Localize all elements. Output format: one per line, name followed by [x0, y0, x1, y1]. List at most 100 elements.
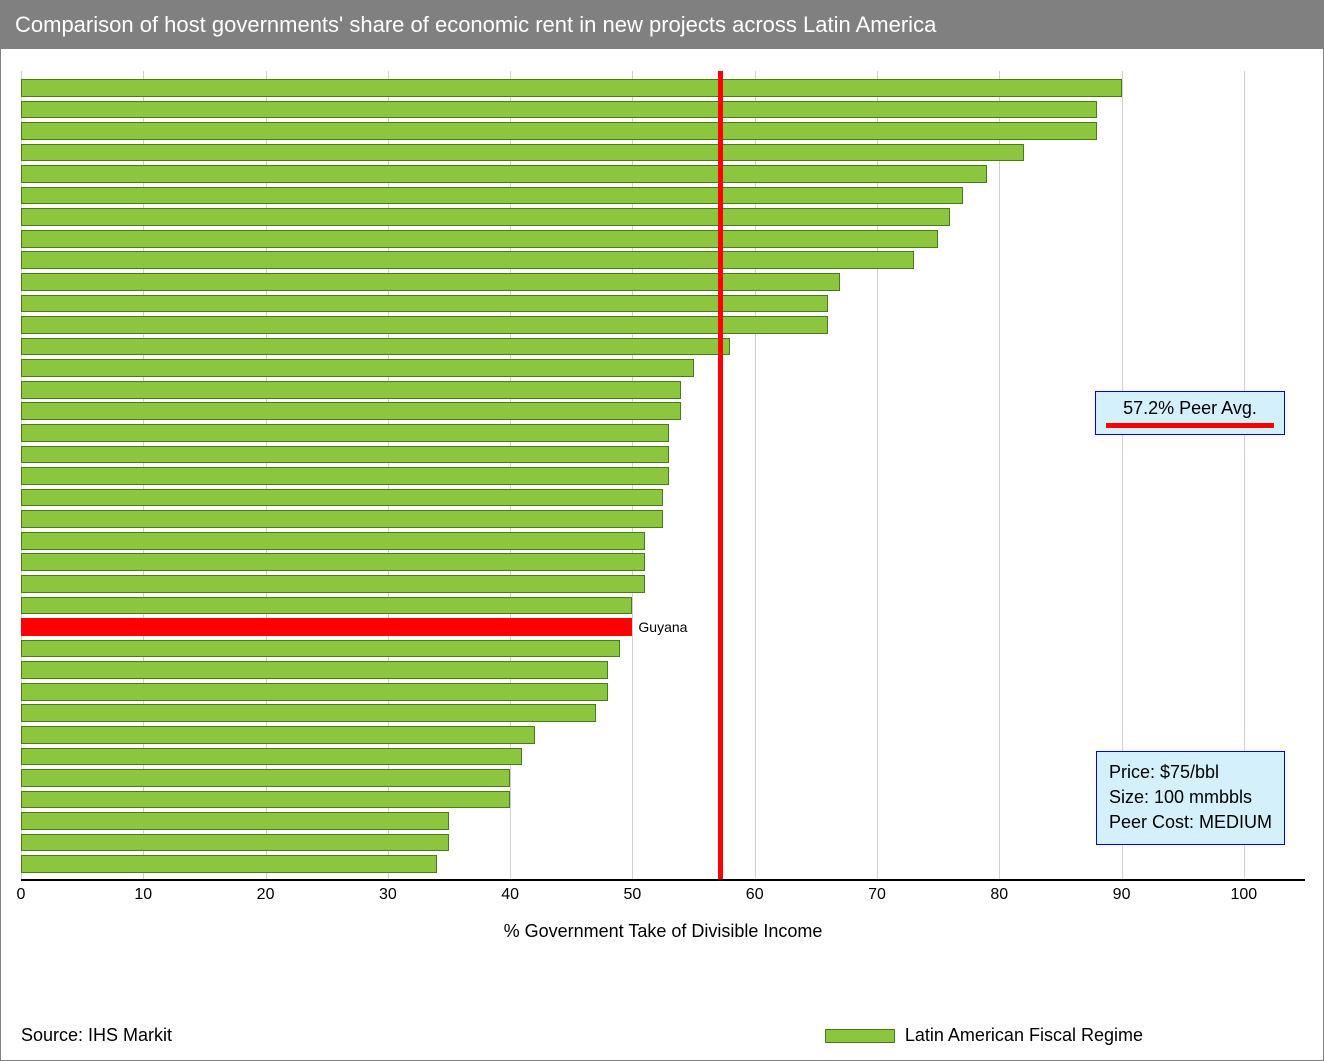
bar: [21, 187, 963, 205]
bar-row: [21, 446, 669, 464]
bar: [21, 855, 437, 873]
x-tick-label: 20: [257, 886, 275, 904]
bar-row: [21, 165, 987, 183]
x-tick-label: 80: [990, 886, 1008, 904]
bar: [21, 683, 608, 701]
assumption-line: Size: 100 mmbbls: [1109, 785, 1272, 810]
x-axis-label: % Government Take of Divisible Income: [21, 921, 1305, 942]
bar: [21, 381, 681, 399]
assumption-line: Peer Cost: MEDIUM: [1109, 810, 1272, 835]
bar: [21, 704, 596, 722]
chart-area: Guyana % Government Take of Divisible In…: [21, 71, 1305, 971]
source-attribution: Source: IHS Markit: [21, 1025, 172, 1046]
bar-row: [21, 122, 1097, 140]
bar-row: [21, 683, 608, 701]
assumption-line: Price: $75/bbl: [1109, 760, 1272, 785]
chart-title: Comparison of host governments' share of…: [15, 12, 936, 38]
peer-average-line-sample: [1106, 423, 1274, 428]
bar-highlighted: [21, 618, 632, 636]
bar: [21, 208, 950, 226]
bar: [21, 101, 1097, 119]
bar-row: [21, 640, 620, 658]
bar: [21, 79, 1122, 97]
bar: [21, 791, 510, 809]
x-tick-label: 60: [746, 886, 764, 904]
bar: [21, 467, 669, 485]
bar-row: [21, 510, 663, 528]
bar-row: [21, 101, 1097, 119]
bar-row: [21, 726, 535, 744]
bar-row: [21, 144, 1024, 162]
bar-row: [21, 532, 645, 550]
bar: [21, 144, 1024, 162]
bar-row: [21, 769, 510, 787]
bar: [21, 597, 632, 615]
bar: [21, 251, 914, 269]
bar: [21, 748, 522, 766]
bar: [21, 295, 828, 313]
bar-row: [21, 359, 694, 377]
assumptions-callout: Price: $75/bbl Size: 100 mmbbls Peer Cos…: [1096, 751, 1285, 845]
bar: [21, 661, 608, 679]
bar-label: Guyana: [638, 619, 687, 635]
bar: [21, 316, 828, 334]
bar-row: [21, 597, 632, 615]
bar-row: [21, 251, 914, 269]
bar-row: [21, 748, 522, 766]
reference-line: [718, 71, 723, 879]
bar: [21, 640, 620, 658]
x-tick-label: 100: [1230, 886, 1257, 904]
bar: [21, 553, 645, 571]
bar: [21, 489, 663, 507]
bar-row: [21, 316, 828, 334]
bar: [21, 165, 987, 183]
bar: [21, 230, 938, 248]
legend-swatch: [825, 1029, 895, 1043]
x-tick-label: 10: [134, 886, 152, 904]
x-tick-label: 70: [868, 886, 886, 904]
bar-row: Guyana: [21, 618, 687, 636]
bar-row: [21, 855, 437, 873]
bar: [21, 338, 730, 356]
x-tick-label: 0: [17, 886, 26, 904]
bar-row: [21, 467, 669, 485]
bar: [21, 532, 645, 550]
x-tick-label: 50: [624, 886, 642, 904]
legend-label: Latin American Fiscal Regime: [905, 1025, 1143, 1046]
bar-row: [21, 661, 608, 679]
bar: [21, 769, 510, 787]
bar-row: [21, 338, 730, 356]
bar-row: [21, 489, 663, 507]
bar-row: [21, 79, 1122, 97]
bar: [21, 575, 645, 593]
bar-row: [21, 402, 681, 420]
x-tick-label: 30: [379, 886, 397, 904]
peer-average-text: 57.2% Peer Avg.: [1106, 398, 1274, 419]
bar: [21, 424, 669, 442]
peer-average-callout: 57.2% Peer Avg.: [1095, 391, 1285, 435]
bar-row: [21, 553, 645, 571]
bar: [21, 446, 669, 464]
bar: [21, 402, 681, 420]
bar: [21, 510, 663, 528]
bar: [21, 122, 1097, 140]
bar-row: [21, 230, 938, 248]
bar-row: [21, 187, 963, 205]
bar-row: [21, 575, 645, 593]
bar-row: [21, 424, 669, 442]
bar: [21, 812, 449, 830]
bar-row: [21, 295, 828, 313]
bar-row: [21, 812, 449, 830]
bar: [21, 834, 449, 852]
gridline: [999, 71, 1000, 879]
chart-legend: Latin American Fiscal Regime: [825, 1025, 1143, 1046]
x-tick-label: 40: [501, 886, 519, 904]
chart-title-bar: Comparison of host governments' share of…: [1, 1, 1323, 49]
bar: [21, 359, 694, 377]
x-tick-label: 90: [1113, 886, 1131, 904]
bar-row: [21, 791, 510, 809]
bar-row: [21, 208, 950, 226]
bar-row: [21, 381, 681, 399]
bar-row: [21, 834, 449, 852]
bar-row: [21, 704, 596, 722]
